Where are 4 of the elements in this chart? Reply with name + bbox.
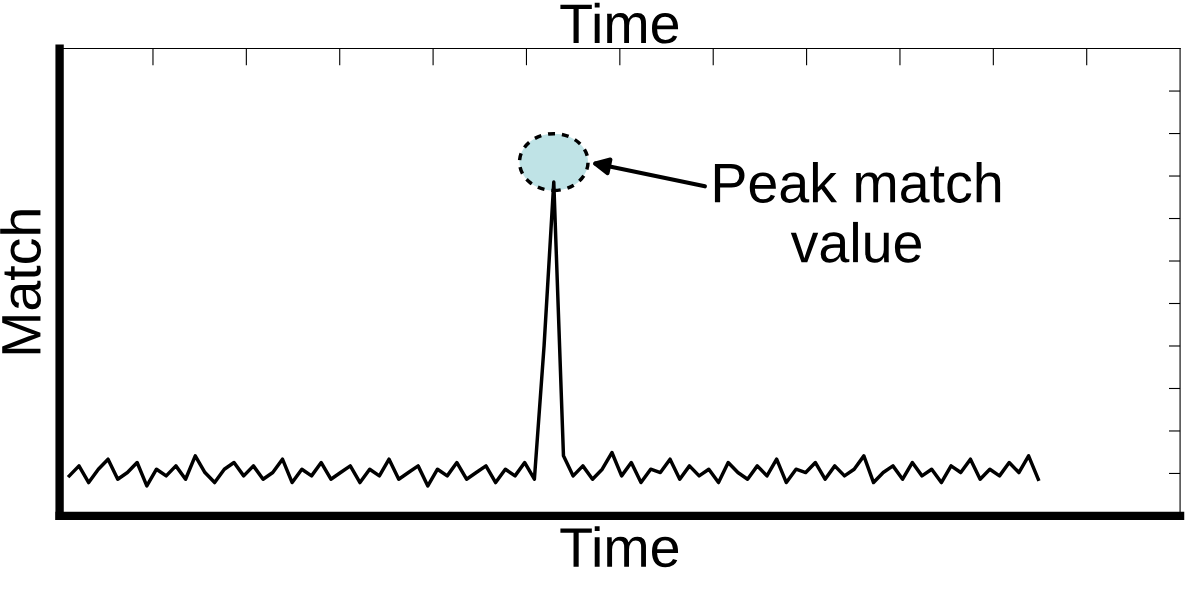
annotation: Peak match value bbox=[714, 162, 1001, 263]
x-axis-title: Time bbox=[560, 526, 679, 568]
y-axis-title: Match bbox=[0, 210, 41, 354]
chart-title: Time bbox=[560, 2, 679, 44]
